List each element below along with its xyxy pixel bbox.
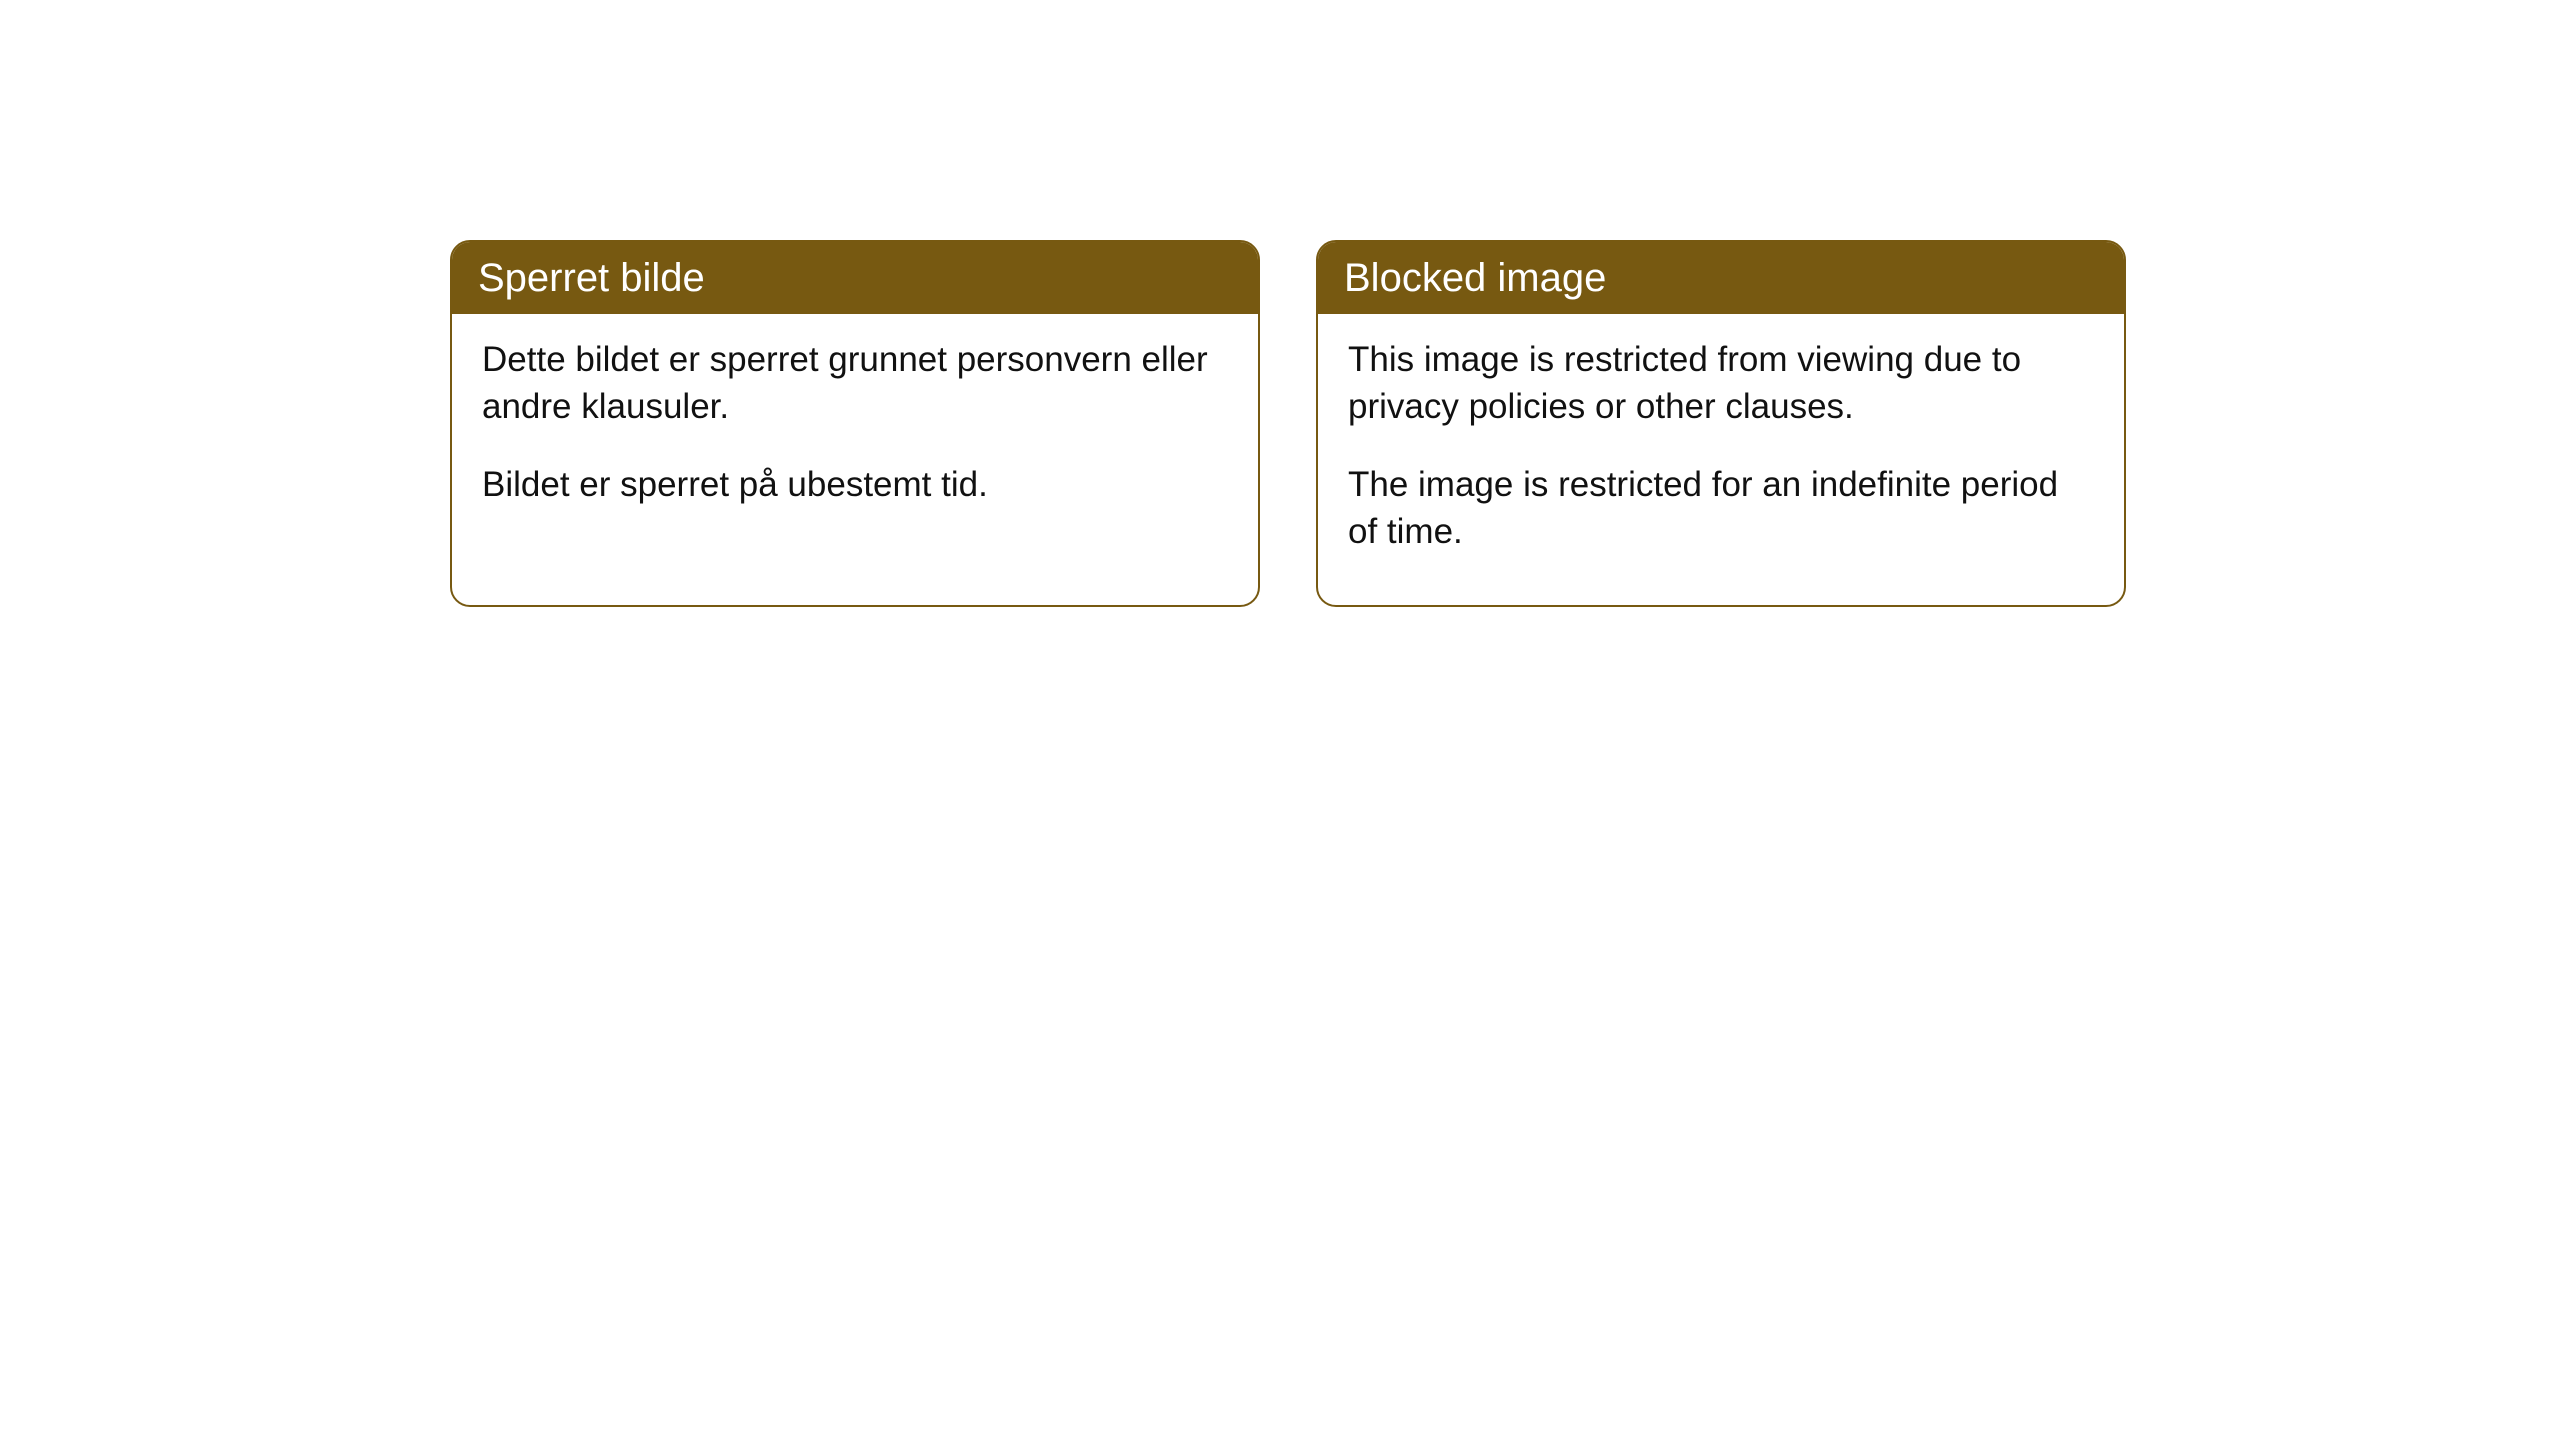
card-title-en: Blocked image [1318, 242, 2124, 314]
card-text-en-1: This image is restricted from viewing du… [1348, 336, 2094, 431]
card-body-en: This image is restricted from viewing du… [1318, 314, 2124, 605]
card-text-en-2: The image is restricted for an indefinit… [1348, 461, 2094, 556]
blocked-image-card-no: Sperret bilde Dette bildet er sperret gr… [450, 240, 1260, 607]
card-body-no: Dette bildet er sperret grunnet personve… [452, 314, 1258, 558]
card-title-no: Sperret bilde [452, 242, 1258, 314]
card-text-no-2: Bildet er sperret på ubestemt tid. [482, 461, 1228, 508]
cards-container: Sperret bilde Dette bildet er sperret gr… [0, 0, 2560, 607]
blocked-image-card-en: Blocked image This image is restricted f… [1316, 240, 2126, 607]
card-text-no-1: Dette bildet er sperret grunnet personve… [482, 336, 1228, 431]
